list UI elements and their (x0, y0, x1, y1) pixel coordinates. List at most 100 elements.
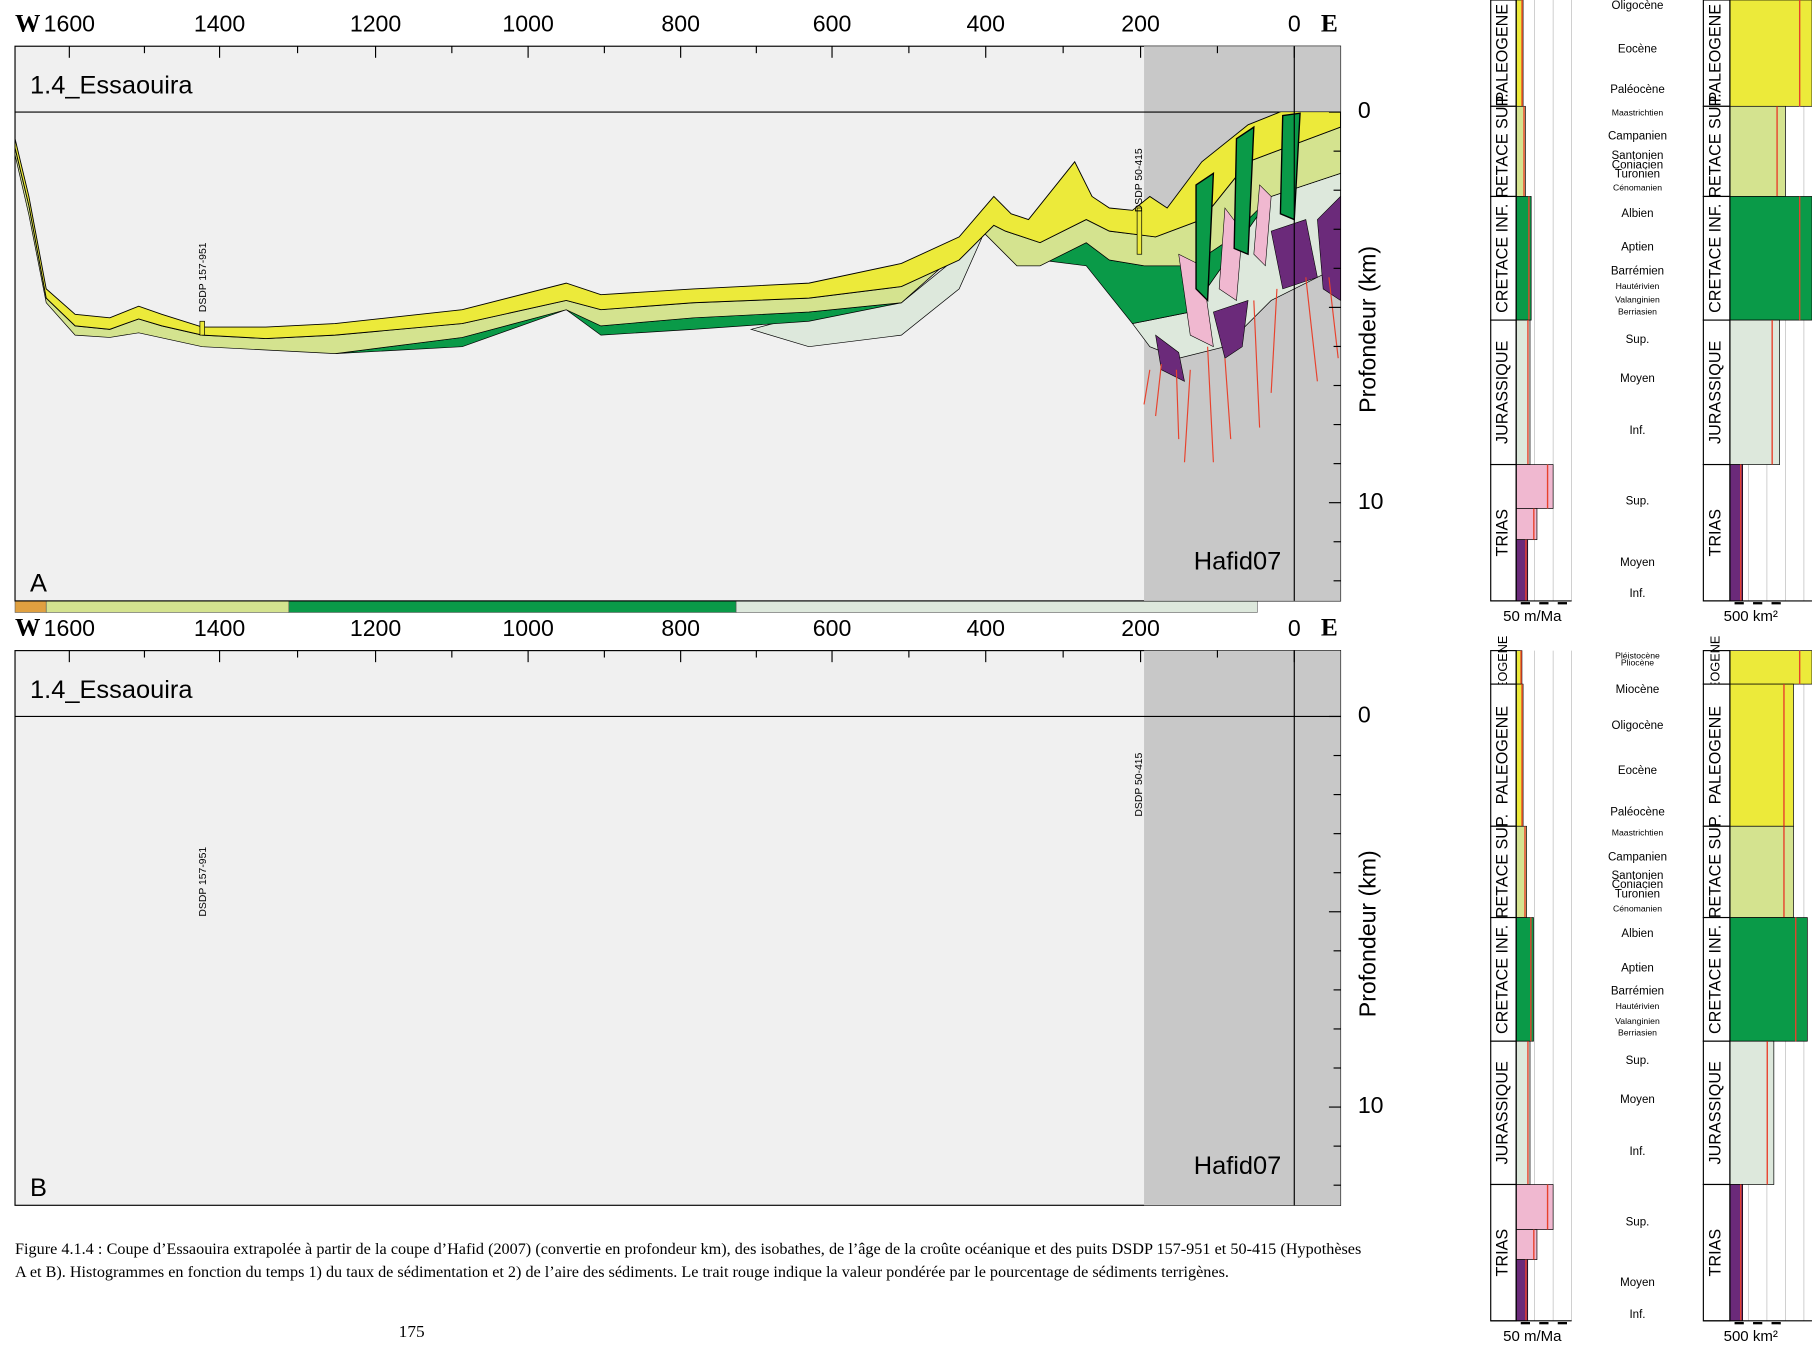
period-label: CRETACE SUP. (1706, 814, 1724, 930)
period-label: CRETACE INF. (1494, 204, 1512, 313)
period-label: CRETACE INF. (1494, 925, 1512, 1034)
stage-label: Aptien (1621, 962, 1654, 974)
period-label: CRETACE INF. (1706, 925, 1724, 1034)
layer-pink (1178, 253, 1214, 348)
period-band (1702, 1040, 1731, 1186)
age-segment (14, 600, 47, 613)
fault (1224, 358, 1232, 440)
age-segment (45, 600, 290, 613)
period-band (1702, 319, 1731, 466)
period-label: PALEOGENE (1494, 4, 1512, 103)
period-band (1702, 195, 1731, 321)
page-number: 175 (398, 1323, 425, 1342)
period-label: JURASSIQUE (1494, 1061, 1512, 1164)
stage-label: Santonien (1611, 870, 1663, 882)
x-tick-label: 1000 (502, 11, 553, 37)
well-label: DSDP 50-415 (1134, 752, 1145, 816)
panel-label: A (30, 569, 47, 597)
source-label: Hafid07 (1194, 1152, 1282, 1180)
stage-label: Albien (1621, 208, 1653, 220)
x-tick-label: 600 (813, 11, 852, 37)
stage-label: Coniacien (1612, 879, 1663, 891)
fault (1328, 277, 1339, 359)
x-tick-label: 1600 (44, 11, 95, 37)
scale-label: 50 m/Ma (1503, 608, 1562, 625)
stage-label: Sup. (1626, 1055, 1650, 1067)
period-band (1490, 1040, 1517, 1186)
y-axis-label: Profondeur (km) (1354, 246, 1380, 413)
scale-label: 500 km² (1724, 608, 1778, 625)
stage-label: Eocène (1618, 44, 1657, 56)
well-label: DSDP 157-951 (198, 847, 209, 917)
period-band (1490, 463, 1517, 602)
stage-label: Barrémien (1611, 266, 1664, 278)
well (1136, 207, 1143, 255)
period-label: NEOGENE (1707, 636, 1722, 700)
x-tick-label: 1200 (350, 615, 401, 641)
period-label: JURASSIQUE (1494, 340, 1512, 443)
stage-label: Maastrichtien (1612, 108, 1664, 118)
stage-label: Inf. (1629, 1309, 1645, 1321)
period-label: NEOGENE (1495, 636, 1510, 700)
fault (1155, 363, 1162, 417)
period-label: PALEOGENE (1706, 706, 1724, 805)
histogram-bar (1729, 105, 1786, 197)
x-tick-label: 1600 (44, 615, 95, 641)
stage-label: Sup. (1626, 496, 1650, 508)
east-label: E (1321, 9, 1338, 37)
period-band (1702, 0, 1731, 107)
well-label: DSDP 50-415 (1134, 148, 1145, 212)
x-tick-label: 1400 (194, 615, 245, 641)
stage-label: Oligocène (1611, 0, 1663, 12)
stage-label: Moyen (1620, 373, 1655, 385)
stage-label: Moyen (1620, 1094, 1655, 1106)
panel (14, 650, 1342, 1206)
period-label: TRIAS (1494, 1229, 1512, 1277)
well-label: DSDP 157-951 (198, 242, 209, 312)
period-label: JURASSIQUE (1706, 1061, 1724, 1164)
section-title: 1.4_Essaouira (30, 676, 193, 704)
layer-purple (1155, 334, 1185, 382)
stage-label: Valanginien (1615, 1016, 1660, 1026)
geology (15, 112, 1341, 463)
fault (1270, 288, 1278, 393)
x-tick-label: 0 (1288, 615, 1301, 641)
stage-label: Moyen (1620, 1277, 1655, 1289)
period-label: TRIAS (1706, 509, 1724, 557)
y-tick-label: 0 (1358, 702, 1371, 728)
stage-label: Miocène (1616, 684, 1660, 696)
stage-label: Pléistocène (1615, 651, 1660, 661)
source-label: Hafid07 (1194, 547, 1282, 575)
west-label: W (15, 9, 41, 37)
fault-block (1195, 172, 1215, 303)
x-tick-label: 800 (661, 615, 700, 641)
stage-label: Paléocène (1610, 84, 1665, 96)
layer-pink (1253, 184, 1272, 267)
stage-label: Pliocène (1621, 658, 1654, 668)
stage-label: Albien (1621, 928, 1653, 940)
period-label: TRIAS (1706, 1229, 1724, 1277)
section-title: 1.4_Essaouira (30, 71, 193, 99)
period-label: PALEOGENE (1706, 4, 1724, 103)
fault-block (1233, 125, 1255, 256)
stage-label: Santonien (1611, 150, 1663, 162)
x-tick-label: 400 (966, 11, 1005, 37)
stage-label: Inf. (1629, 1146, 1645, 1158)
y-axis-label: Profondeur (km) (1354, 850, 1380, 1017)
layer-yellow (15, 112, 1341, 340)
stage-label: Cénomanien (1613, 904, 1662, 914)
stage-label: Aptien (1621, 241, 1654, 253)
fault (1305, 277, 1318, 382)
stage-label: Cénomanien (1613, 183, 1662, 193)
x-tick-label: 200 (1121, 615, 1160, 641)
x-tick-label: 600 (813, 615, 852, 641)
fault (1207, 346, 1214, 463)
stage-label: Inf. (1629, 588, 1645, 600)
period-band (1490, 1183, 1517, 1322)
period-label: CRETACE SUP. (1706, 93, 1724, 209)
x-tick-label: 800 (661, 11, 700, 37)
stage-label: Hautérivien (1616, 281, 1660, 291)
